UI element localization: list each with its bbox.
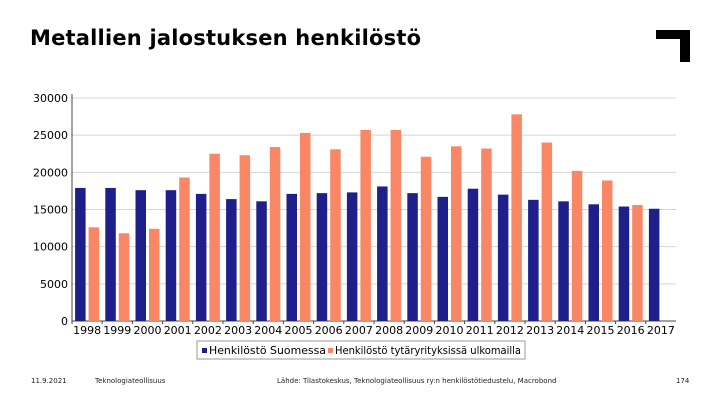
bar-finland-2003 [226,199,237,321]
y-tick-label: 10000 [33,241,68,254]
y-tick-label: 25000 [33,129,68,142]
bar-abroad-1999 [118,233,130,321]
bar-finland-2005 [286,193,297,321]
legend-swatch [328,348,333,353]
page-number: 174 [676,377,690,385]
footer-date: 11.9.2021 [31,377,67,385]
bar-finland-2007 [346,192,358,321]
x-tick-label: 2009 [405,324,433,337]
x-tick-label: 1998 [73,324,101,337]
x-tick-label: 2015 [587,324,615,337]
y-tick-label: 5000 [40,278,68,291]
bar-abroad-2002 [209,153,220,321]
bar-abroad-1998 [88,227,100,321]
corner-logo-icon [656,30,690,62]
bar-finland-2010 [437,196,448,321]
bar-abroad-2013 [541,142,553,321]
x-tick-label: 2005 [285,324,313,337]
y-tick-label: 30000 [33,92,68,105]
x-tick-label: 2017 [647,324,675,337]
x-tick-label: 2004 [254,324,282,337]
bar-abroad-2003 [239,155,251,321]
x-tick-label: 2002 [194,324,222,337]
x-tick-label: 2010 [436,324,464,337]
legend-label: Henkilöstö Suomessa [209,345,326,357]
bar-abroad-2016 [632,205,643,321]
bar-finland-2015 [588,204,599,321]
x-tick-label: 2016 [617,324,645,337]
bar-abroad-2006 [330,149,341,321]
bar-finland-1999 [105,187,116,321]
bar-finland-2004 [256,201,267,321]
x-tick-label: 2006 [315,324,343,337]
bar-abroad-2011 [481,148,492,321]
legend-label: Henkilöstö tytäryrityksissä ulkomailla [335,345,521,357]
x-tick-label: 1999 [103,324,131,337]
footer-source: Lähde: Tilastokeskus, Teknologiateollisu… [277,377,557,385]
x-tick-label: 2007 [345,324,373,337]
bar-abroad-2001 [179,177,190,321]
bar-finland-2008 [377,186,388,321]
y-tick-label: 0 [61,315,68,328]
slide-title: Metallien jalostuksen henkilöstö [30,26,422,50]
bar-abroad-2000 [149,228,160,321]
bar-finland-2001 [165,190,177,321]
bar-finland-2017 [648,208,660,321]
x-tick-label: 2008 [375,324,403,337]
legend-box [196,340,526,360]
bar-finland-2012 [497,194,509,321]
x-tick-label: 2011 [466,324,494,337]
x-tick-label: 2013 [526,324,554,337]
footer-organization: Teknologiateollisuus [95,377,166,385]
y-tick-label: 20000 [33,166,68,179]
x-tick-label: 2000 [134,324,162,337]
bar-abroad-2007 [360,129,371,321]
legend-swatch [202,348,207,353]
bar-finland-1998 [75,187,86,321]
x-tick-label: 2012 [496,324,524,337]
bar-abroad-2010 [451,146,462,321]
bar-abroad-2005 [300,132,311,321]
bar-finland-2006 [316,193,328,321]
bar-finland-2014 [558,201,569,321]
y-tick-label: 15000 [33,204,68,217]
bar-abroad-2008 [390,129,402,321]
bar-abroad-2004 [269,147,281,321]
bar-finland-2016 [618,206,630,321]
bar-abroad-2014 [571,170,583,321]
bar-finland-2000 [135,190,146,321]
x-tick-label: 2001 [164,324,192,337]
bar-finland-2013 [528,199,539,321]
bar-finland-2009 [407,193,418,321]
bar-abroad-2015 [602,180,613,321]
x-tick-label: 2003 [224,324,252,337]
x-tick-label: 2014 [556,324,584,337]
bar-finland-2002 [195,193,207,321]
bar-abroad-2009 [420,156,432,321]
bar-abroad-2012 [511,114,522,321]
bar-finland-2011 [467,188,479,321]
